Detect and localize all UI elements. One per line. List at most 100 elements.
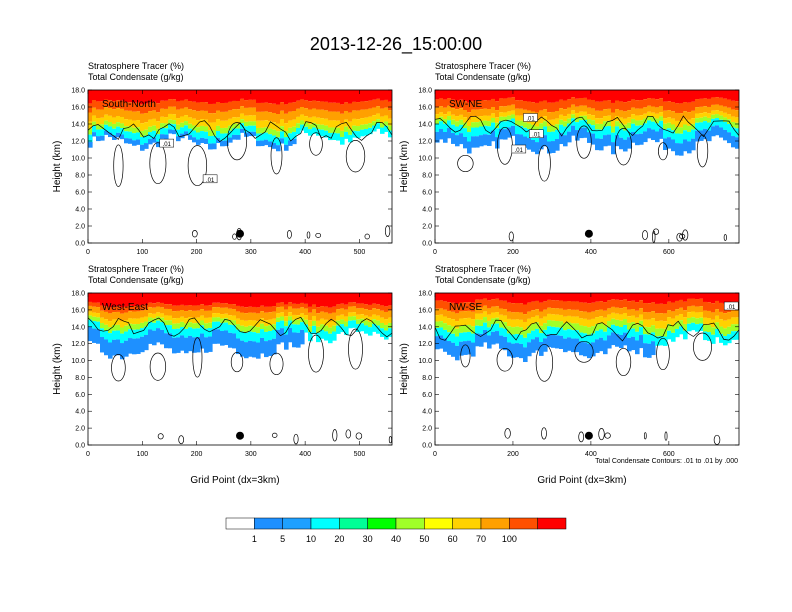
tracer-band-5 [92,316,97,322]
tracer-band-4 [324,118,329,126]
tracer-band-2 [288,302,293,307]
tracer-band-1 [264,293,269,307]
contour-cell [682,229,689,241]
tracer-band-5 [567,118,572,124]
x-tick-label: 100 [136,451,148,458]
tracer-band-4 [288,312,293,317]
contour-label-box [529,129,544,138]
tracer-band-4 [212,122,217,130]
tracer-band-3 [671,111,676,119]
tracer-band-4 [643,319,648,327]
tracer-band-2 [587,303,592,313]
tracer-band-2 [208,103,213,114]
tracer-band-3 [463,311,468,319]
tracer-band-7 [447,341,452,355]
tracer-band-1 [711,293,716,304]
tracer-band-6 [116,330,121,340]
tracer-band-6 [683,330,688,340]
tracer-band-7 [108,132,113,138]
tracer-band-5 [631,118,636,124]
tracer-band-2 [356,303,361,309]
tracer-band-1 [699,90,704,99]
tracer-band-4 [244,320,249,327]
tracer-band-1 [619,293,624,301]
tracer-band-6 [272,329,277,339]
tracer-band-2 [296,303,301,309]
tracer-band-2 [212,103,217,114]
tracer-band-5 [607,120,612,127]
tracer-band-6 [619,326,624,335]
tracer-band-6 [288,133,293,141]
tracer-band-7 [607,335,612,349]
tracer-band-4 [200,315,205,321]
tracer-band-7 [483,134,488,146]
tracer-band-3 [443,309,448,317]
tracer-band-1 [519,293,524,304]
tracer-band-3 [128,311,133,319]
contour-cell [286,230,292,239]
plot-frame [87,292,393,446]
tracer-band-1 [507,90,512,98]
tracer-band-3 [108,108,113,116]
tracer-band-6 [559,327,564,336]
tracer-band-3 [511,104,516,111]
tracer-band-1 [491,293,496,300]
tracer-band-2 [583,97,588,106]
contour-cell [315,232,322,238]
tracer-band-7 [463,341,468,355]
tracer-band-7 [212,143,217,150]
tracer-band-2 [260,102,265,112]
tracer-band-4 [120,321,125,328]
colorbar-swatch [395,517,425,530]
tracer-band-6 [487,327,492,336]
tracer-band-5 [531,323,536,331]
plot-frame [87,89,393,244]
tracer-band-1 [240,90,245,99]
tracer-band-5 [152,318,157,323]
location-marker [236,229,244,238]
tracer-band-7 [268,141,273,148]
tracer-band-2 [447,98,452,106]
tracer-band-5 [180,321,185,327]
tracer-band-5 [655,328,660,337]
tracer-band-1 [164,90,169,101]
tracer-band-1 [559,90,564,100]
tracer-band-1 [256,293,261,308]
contour-cell [574,340,594,363]
tracer-band-2 [264,306,269,313]
tracer-band-3 [483,305,488,312]
tracer-band-4 [308,320,313,327]
x-tick-label: 600 [663,451,675,458]
tracer-band-1 [376,293,381,305]
tracer-band-4 [280,119,285,127]
tracer-band-5 [503,116,508,122]
tracer-band-6 [515,125,520,135]
tracer-band-7 [551,334,556,348]
tracer-band-2 [200,304,205,310]
tracer-band-7 [104,339,109,356]
tracer-band-4 [491,312,496,319]
tracer-band-5 [272,129,277,136]
tracer-band-3 [256,111,261,121]
tracer-band-7 [671,139,676,152]
tracer-band-5 [583,326,588,334]
tracer-band-2 [116,100,121,109]
tracer-band-3 [112,109,117,118]
tracer-band-5 [276,131,281,138]
tracer-band-3 [515,312,520,320]
tracer-band-5 [619,123,624,129]
tracer-band-1 [507,293,512,303]
tracer-band-2 [252,306,257,313]
tracer-band-3 [623,111,628,119]
tracer-band-3 [356,308,361,315]
tracer-band-1 [96,90,101,102]
tracer-band-6 [100,328,105,338]
tracer-band-1 [679,293,684,300]
tracer-band-6 [232,128,237,135]
tracer-band-1 [675,293,680,301]
tracer-band-3 [152,307,157,314]
tracer-band-5 [304,122,309,127]
y-tick-label: 16.0 [418,105,432,112]
tracer-band-5 [336,127,341,134]
tracer-band-6 [92,126,97,133]
